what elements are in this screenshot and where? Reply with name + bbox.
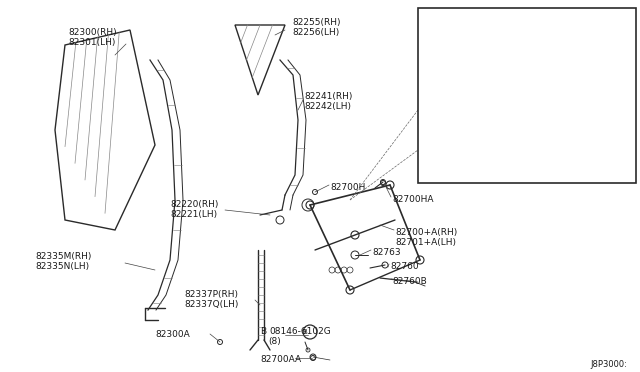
Text: (8): (8) — [560, 110, 573, 119]
Text: 82763: 82763 — [372, 248, 401, 257]
Text: 82700H: 82700H — [330, 183, 365, 192]
Text: 82701+A(LH): 82701+A(LH) — [395, 238, 456, 247]
Text: 08146-6102G: 08146-6102G — [556, 100, 618, 109]
Text: 82337P(RH): 82337P(RH) — [184, 290, 238, 299]
Text: S: S — [434, 49, 438, 55]
Text: 82700+A(RH): 82700+A(RH) — [395, 228, 457, 237]
Text: 08146-6102G: 08146-6102G — [269, 327, 331, 336]
Text: 82700AA: 82700AA — [260, 355, 301, 364]
Text: 82701(LH): 82701(LH) — [533, 84, 580, 93]
Text: 82256(LH): 82256(LH) — [292, 28, 339, 37]
Text: F/POWER WINDOWS: F/POWER WINDOWS — [423, 12, 514, 21]
Text: 08310-61612: 08310-61612 — [445, 47, 506, 56]
Text: (6): (6) — [450, 57, 463, 66]
Text: 82700HA: 82700HA — [575, 22, 616, 31]
FancyBboxPatch shape — [418, 8, 636, 183]
Text: 82242(LH): 82242(LH) — [304, 102, 351, 111]
Text: 82241(RH): 82241(RH) — [304, 92, 353, 101]
Text: B: B — [303, 329, 307, 335]
Text: 82300A: 82300A — [155, 330, 189, 339]
Text: 82335N(LH): 82335N(LH) — [35, 262, 89, 271]
Text: 82760B: 82760B — [392, 277, 427, 286]
Text: 82220(RH): 82220(RH) — [170, 200, 218, 209]
Text: 82753(LH): 82753(LH) — [563, 137, 611, 146]
Text: 82337Q(LH): 82337Q(LH) — [184, 300, 238, 309]
Text: 82700(RH): 82700(RH) — [533, 74, 582, 83]
Text: 82752(RH): 82752(RH) — [563, 127, 611, 136]
Text: B: B — [260, 327, 266, 336]
Text: 82221(LH): 82221(LH) — [170, 210, 217, 219]
Circle shape — [565, 130, 575, 140]
Text: (8): (8) — [268, 337, 281, 346]
Text: 82300(RH): 82300(RH) — [68, 28, 116, 37]
Text: B: B — [546, 105, 550, 111]
Text: 82335M(RH): 82335M(RH) — [35, 252, 92, 261]
Text: J8P3000:: J8P3000: — [590, 360, 627, 369]
Text: 82255(RH): 82255(RH) — [292, 18, 340, 27]
Text: 82301(LH): 82301(LH) — [68, 38, 115, 47]
Text: 82700HA: 82700HA — [392, 195, 433, 204]
Text: 82760: 82760 — [390, 262, 419, 271]
